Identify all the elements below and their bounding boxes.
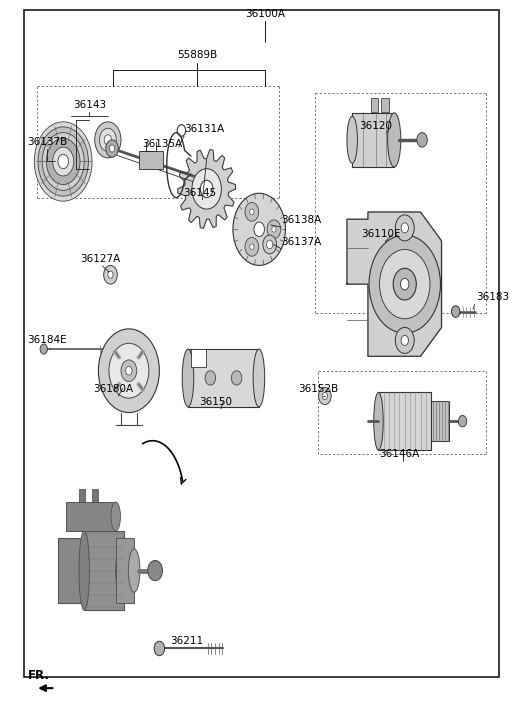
- Circle shape: [417, 132, 427, 147]
- Circle shape: [53, 147, 74, 176]
- Circle shape: [380, 249, 430, 318]
- Text: 36137A: 36137A: [281, 236, 321, 246]
- Circle shape: [458, 415, 467, 427]
- Ellipse shape: [388, 113, 401, 167]
- Text: 36211: 36211: [170, 636, 203, 646]
- Bar: [431, 401, 449, 441]
- Circle shape: [245, 238, 259, 256]
- Circle shape: [154, 641, 165, 656]
- Circle shape: [192, 169, 221, 209]
- Circle shape: [104, 134, 112, 145]
- Polygon shape: [347, 212, 441, 356]
- Text: 36184E: 36184E: [28, 335, 67, 345]
- Circle shape: [319, 387, 331, 405]
- Circle shape: [109, 145, 115, 152]
- Text: 36183: 36183: [476, 292, 509, 302]
- Circle shape: [400, 278, 409, 290]
- Circle shape: [109, 343, 149, 398]
- Text: 55889B: 55889B: [177, 50, 217, 60]
- Bar: [371, 98, 379, 113]
- Ellipse shape: [79, 531, 90, 610]
- Circle shape: [250, 209, 254, 214]
- Circle shape: [205, 371, 216, 385]
- Circle shape: [267, 220, 281, 238]
- Bar: [188, 349, 259, 407]
- Circle shape: [106, 140, 118, 157]
- Circle shape: [322, 393, 328, 400]
- Circle shape: [232, 371, 242, 385]
- Circle shape: [393, 268, 416, 300]
- Text: 36120: 36120: [359, 121, 392, 131]
- Text: 36135A: 36135A: [142, 139, 182, 148]
- Bar: [66, 502, 116, 531]
- Polygon shape: [178, 150, 236, 228]
- Ellipse shape: [129, 549, 140, 593]
- Text: 36146A: 36146A: [379, 449, 419, 459]
- Circle shape: [108, 271, 113, 278]
- Circle shape: [98, 329, 159, 412]
- Circle shape: [401, 222, 408, 233]
- Circle shape: [95, 122, 121, 158]
- Ellipse shape: [374, 393, 383, 450]
- Circle shape: [35, 122, 92, 201]
- Circle shape: [250, 244, 254, 249]
- Ellipse shape: [116, 538, 132, 603]
- Bar: [79, 489, 85, 502]
- Circle shape: [451, 306, 460, 317]
- Bar: [58, 538, 87, 603]
- Text: 36127A: 36127A: [80, 254, 120, 264]
- Circle shape: [58, 154, 68, 169]
- Circle shape: [272, 226, 276, 232]
- Circle shape: [254, 222, 264, 236]
- Circle shape: [395, 215, 414, 241]
- Circle shape: [38, 127, 89, 196]
- Circle shape: [395, 327, 414, 353]
- Ellipse shape: [111, 502, 121, 531]
- Text: 36137B: 36137B: [27, 137, 67, 147]
- Circle shape: [267, 240, 273, 249]
- Text: 36100A: 36100A: [245, 9, 286, 19]
- Text: FR.: FR.: [28, 670, 50, 683]
- Bar: [379, 393, 431, 450]
- Bar: [116, 538, 134, 603]
- Circle shape: [104, 265, 117, 284]
- Circle shape: [126, 366, 132, 375]
- Circle shape: [148, 561, 162, 581]
- Text: 36152B: 36152B: [298, 384, 338, 394]
- Circle shape: [99, 128, 116, 151]
- Text: 36145: 36145: [183, 188, 216, 198]
- Circle shape: [369, 235, 441, 333]
- Bar: [84, 531, 124, 610]
- Circle shape: [200, 180, 213, 198]
- Text: 36138A: 36138A: [281, 215, 321, 225]
- Circle shape: [40, 344, 47, 354]
- Circle shape: [42, 132, 84, 190]
- Ellipse shape: [253, 349, 265, 407]
- Text: 36180A: 36180A: [93, 384, 133, 394]
- Bar: [381, 98, 389, 113]
- Text: 36110E: 36110E: [362, 230, 401, 239]
- Text: 36150: 36150: [199, 397, 232, 407]
- Circle shape: [121, 360, 137, 382]
- Bar: [92, 489, 98, 502]
- Bar: [140, 150, 162, 169]
- Circle shape: [263, 235, 277, 254]
- Circle shape: [46, 138, 80, 185]
- Circle shape: [401, 335, 408, 345]
- Circle shape: [245, 202, 259, 221]
- Ellipse shape: [347, 116, 357, 164]
- Bar: [352, 113, 394, 167]
- Circle shape: [233, 193, 286, 265]
- Text: 36131A: 36131A: [184, 124, 224, 134]
- Text: 36143: 36143: [73, 100, 106, 110]
- Bar: [191, 349, 207, 367]
- Ellipse shape: [182, 349, 194, 407]
